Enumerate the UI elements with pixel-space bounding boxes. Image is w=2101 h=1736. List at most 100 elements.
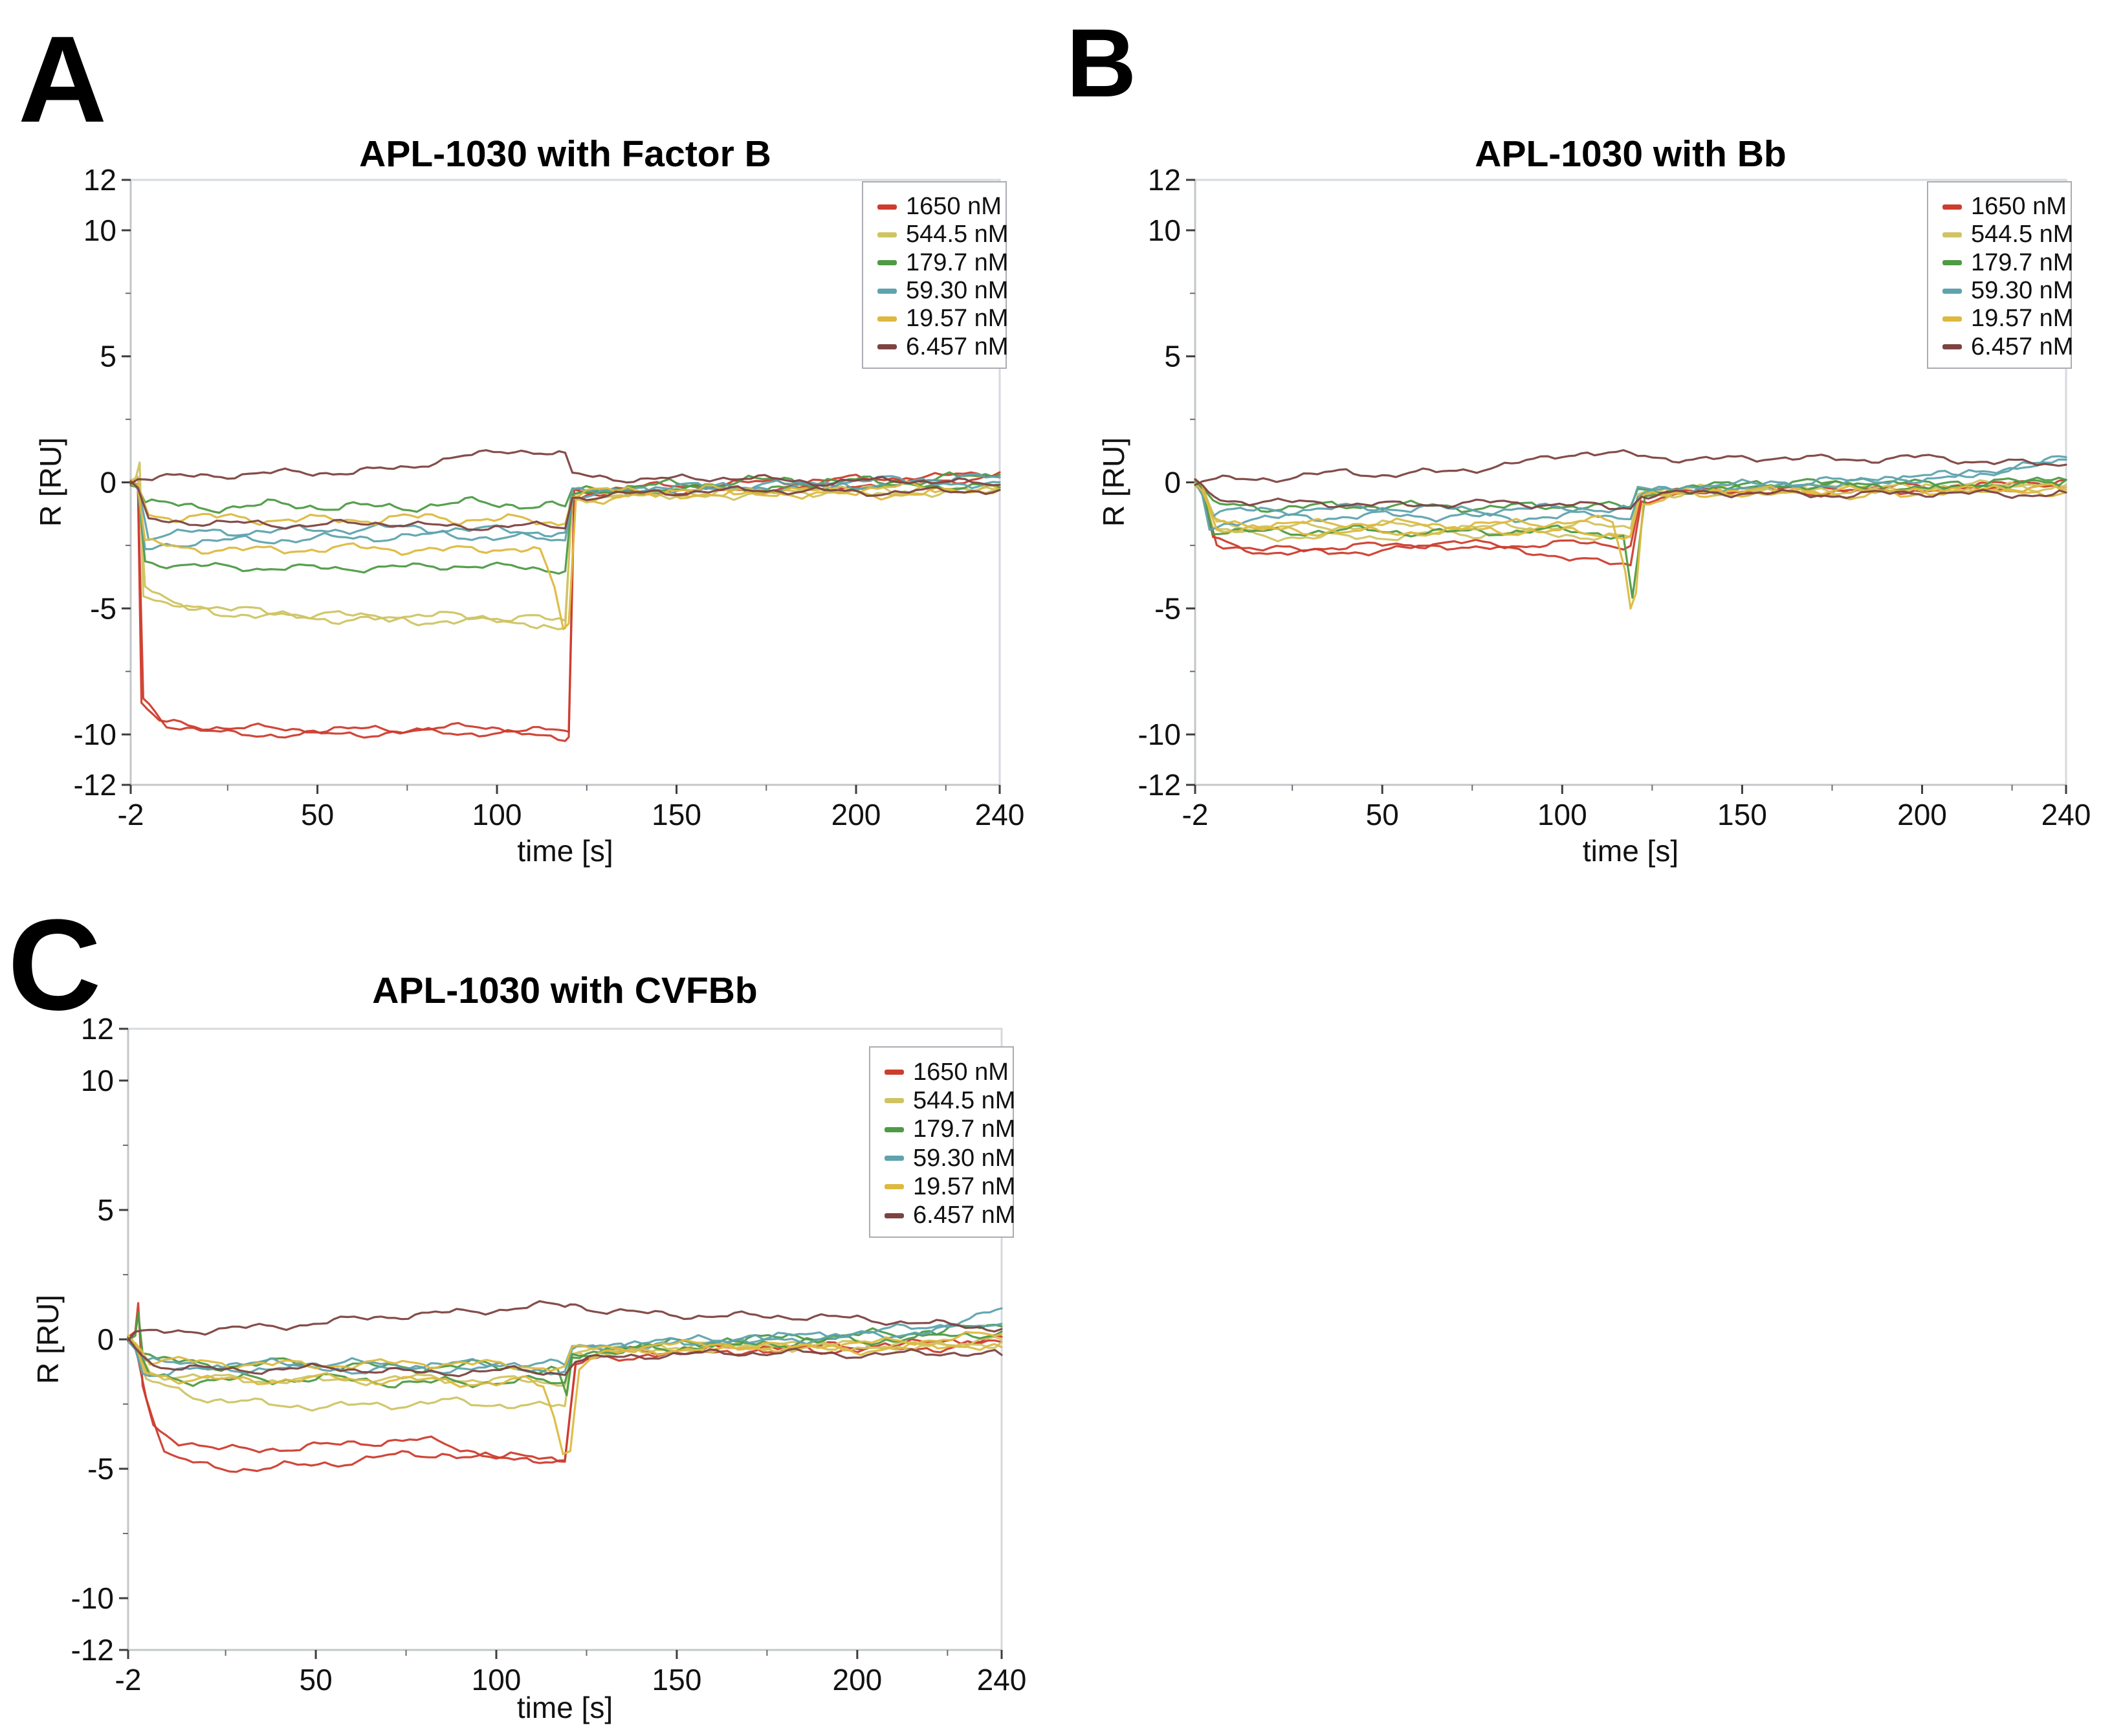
series-line <box>129 471 1001 514</box>
x-tick-label: 150 <box>652 798 701 831</box>
chart-title-c: APL-1030 with CVFBb <box>372 970 758 1011</box>
series-line <box>127 1337 1003 1473</box>
legend-item-label: 179.7 nM <box>906 248 1009 276</box>
series-line <box>127 1335 1003 1387</box>
x-tick-label: 240 <box>2041 798 2091 831</box>
y-tick-label: 5 <box>97 1193 114 1227</box>
panel-label-a: A <box>18 11 107 148</box>
y-tick-label: 0 <box>1164 466 1181 500</box>
legend-item-label: 19.57 nM <box>1971 305 2074 333</box>
legend-item: 19.57 nM <box>885 1172 1015 1201</box>
y-tick-label: 0 <box>97 1323 114 1356</box>
legend-swatch-icon <box>885 1126 904 1132</box>
legend-swatch-icon <box>1942 316 1962 322</box>
legend-item-label: 19.57 nM <box>913 1172 1016 1200</box>
series-line <box>127 1331 1003 1372</box>
x-tick-label: 100 <box>1537 798 1587 831</box>
chart-title-b: APL-1030 with Bb <box>1475 133 1787 175</box>
legend-swatch-icon <box>885 1184 904 1190</box>
series-line <box>127 1323 1003 1371</box>
y-tick-label: -12 <box>71 1633 114 1667</box>
series-line <box>1194 455 2067 531</box>
legend-item-label: 544.5 nM <box>913 1086 1016 1114</box>
series-line <box>129 480 1001 531</box>
legend-swatch-icon <box>877 204 897 210</box>
series-line <box>129 476 1001 623</box>
legend-item-label: 6.457 nM <box>906 333 1009 360</box>
legend-item-label: 6.457 nM <box>1971 333 2074 360</box>
series-line <box>127 1334 1003 1456</box>
y-tick-label: 12 <box>81 1012 114 1046</box>
series-line <box>129 449 1001 487</box>
legend-swatch-icon <box>885 1213 904 1218</box>
legend-item-label: 59.30 nM <box>906 277 1009 305</box>
series-line <box>127 1337 1003 1378</box>
y-tick-label: -5 <box>90 591 116 625</box>
y-tick-label: 10 <box>81 1064 114 1097</box>
legend-item: 19.57 nM <box>877 305 1008 333</box>
x-tick-label: 150 <box>1717 798 1767 831</box>
legend-item: 544.5 nM <box>1942 221 2073 248</box>
legend-swatch-icon <box>877 260 897 266</box>
legend-item: 179.7 nM <box>877 249 1008 277</box>
panel-label-b: B <box>1066 8 1137 117</box>
legend-swatch-icon <box>1942 288 1962 294</box>
y-tick-label: -5 <box>1154 591 1181 625</box>
legend-item: 59.30 nM <box>877 277 1008 305</box>
x-axis-title-a: time [s] <box>517 834 613 868</box>
y-tick-label: 5 <box>100 340 116 373</box>
series-line <box>129 479 1001 527</box>
y-tick-label: 0 <box>100 466 116 500</box>
y-tick-label: -10 <box>71 1581 114 1615</box>
series-line <box>1194 481 2067 543</box>
legend-swatch-icon <box>877 316 897 322</box>
legend-item: 1650 nM <box>885 1058 1009 1086</box>
series-line <box>1194 478 2067 610</box>
y-tick-label: 12 <box>1148 163 1181 197</box>
y-tick-label: -10 <box>74 718 116 751</box>
legend-item: 59.30 nM <box>885 1144 1015 1172</box>
x-axis-title-b: time [s] <box>1582 834 1679 868</box>
legend-item: 544.5 nM <box>885 1086 1015 1115</box>
legend-swatch-icon <box>885 1070 904 1075</box>
legend-item-label: 59.30 nM <box>1971 277 2074 305</box>
x-tick-label: 50 <box>299 1663 332 1697</box>
x-tick-label: 240 <box>977 1663 1027 1697</box>
x-tick-label: 240 <box>975 798 1025 831</box>
legend-item: 19.57 nM <box>1942 305 2073 333</box>
series-line <box>127 1300 1003 1342</box>
legend-item: 544.5 nM <box>877 221 1008 248</box>
x-tick-label: 150 <box>652 1663 702 1697</box>
series-line <box>1194 476 2067 599</box>
legend-item: 1650 nM <box>1942 193 2067 221</box>
y-tick-label: -5 <box>87 1452 114 1486</box>
x-tick-label: 100 <box>472 798 522 831</box>
x-tick-label: 200 <box>831 798 881 831</box>
series-line <box>1194 478 2067 511</box>
legend-swatch-icon <box>877 232 897 237</box>
legend-item: 6.457 nM <box>1942 333 2073 361</box>
y-tick-label: -12 <box>74 768 116 802</box>
legend-item-label: 6.457 nM <box>913 1202 1016 1229</box>
y-tick-label: 10 <box>1148 214 1181 247</box>
legend-b: 1650 nM 544.5 nM 179.7 nM 59.30 nM 19.57 nM 6… <box>1927 181 2074 369</box>
legend-swatch-icon <box>885 1156 904 1161</box>
series-line <box>1194 480 2067 553</box>
y-tick-label: 5 <box>1164 340 1181 373</box>
legend-item: 6.457 nM <box>885 1202 1015 1230</box>
x-tick-label: 200 <box>832 1663 882 1697</box>
legend-swatch-icon <box>1942 344 1962 350</box>
legend-item: 59.30 nM <box>1942 277 2073 305</box>
legend-item-label: 544.5 nM <box>906 221 1009 248</box>
legend-item-label: 1650 nM <box>1971 193 2067 221</box>
legend-item-label: 59.30 nM <box>913 1144 1016 1172</box>
x-tick-label: -2 <box>118 798 144 831</box>
x-tick-label: 200 <box>1897 798 1947 831</box>
chart-title-a: APL-1030 with Factor B <box>359 133 771 175</box>
legend-item-label: 1650 nM <box>913 1058 1009 1086</box>
legend-item-label: 179.7 nM <box>1971 248 2074 276</box>
x-tick-label: 100 <box>472 1663 522 1697</box>
